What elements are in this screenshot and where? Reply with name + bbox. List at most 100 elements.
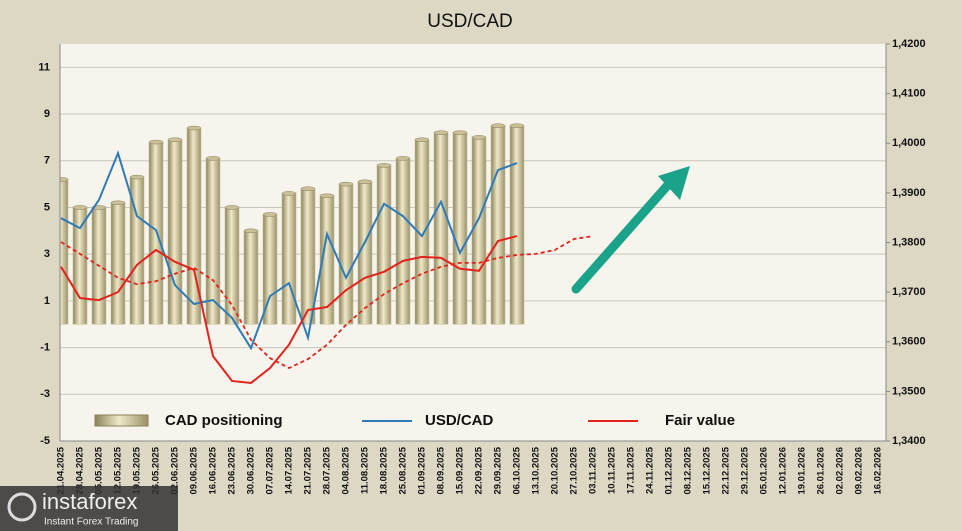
bar-cap: [490, 123, 506, 128]
x-tick-label: 19.05.2025: [132, 446, 143, 494]
bar-cap: [72, 205, 88, 210]
bar-cap: [281, 191, 297, 196]
bar: [300, 188, 316, 325]
x-tick-label: 01.12.2025: [664, 446, 675, 494]
y-tick-label: 1: [44, 295, 50, 307]
bar-cap: [60, 177, 69, 182]
x-tick-label: 26.01.2026: [816, 447, 827, 495]
bar: [376, 165, 392, 325]
x-tick-label: 16.06.2025: [208, 446, 219, 494]
bar-cap: [167, 137, 183, 142]
watermark: instaforex Instant Forex Trading: [0, 486, 178, 531]
line: [60, 150, 518, 351]
watermark-box: [0, 486, 178, 531]
x-tick-label: 09.06.2025: [189, 446, 200, 494]
y2-tick-label: 1,4200: [892, 38, 926, 50]
bar: [433, 132, 449, 325]
watermark-logo: [7, 492, 37, 522]
bar: [110, 202, 126, 325]
x-tick-label: 14.07.2025: [284, 446, 295, 494]
bar: [60, 179, 69, 325]
x-tick-label: 24.11.2025: [645, 446, 656, 494]
x-tick-label: 20.10.2025: [550, 446, 561, 494]
x-tick-label: 13.10.2025: [531, 446, 542, 494]
legend-swatch: [94, 414, 149, 427]
bar-cap: [509, 123, 525, 128]
x-tick-label: 22.12.2025: [721, 446, 732, 494]
bar-cap: [129, 174, 145, 180]
x-tick-label: 12.05.2025: [113, 446, 124, 494]
x-tick-label: 29.12.2025: [740, 446, 751, 494]
x-tick-label: 16.02.2026: [873, 447, 884, 495]
x-tick-label: 06.10.2025: [512, 446, 523, 494]
x-tick-label: 02.02.2026: [835, 447, 846, 495]
x-tick-label: 28.04.2025: [75, 446, 86, 494]
x-tick-label: 15.12.2025: [702, 446, 713, 494]
watermark-brand: instaforex: [42, 489, 137, 514]
chart-title: USD/CAD: [427, 11, 513, 32]
x-tick-label: 12.01.2026: [778, 447, 789, 495]
y2-tick-label: 1,4100: [892, 88, 926, 100]
y2-tick-label: 1,3900: [892, 187, 926, 199]
legend-label: USD/CAD: [425, 412, 494, 429]
bar: [471, 137, 487, 325]
x-tick-label: 26.05.2025: [151, 446, 162, 494]
x-tick-label: 05.05.2025: [94, 446, 105, 494]
bar-cap: [471, 135, 487, 140]
y-tick-label: 11: [38, 61, 50, 73]
bar-cap: [452, 130, 468, 135]
bar-cap: [338, 181, 354, 187]
line: [60, 235, 518, 384]
x-tick-label: 28.07.2025: [322, 446, 333, 494]
x-tick-label: 22.09.2025: [474, 446, 485, 494]
x-tick-label: 19.01.2026: [797, 447, 808, 495]
bar: [243, 230, 259, 325]
x-tick-label: 03.11.2025: [588, 446, 599, 494]
x-tick-label: 21.07.2025: [303, 446, 314, 494]
y-tick-label: 9: [44, 108, 50, 120]
bar: [281, 193, 297, 325]
y-tick-label: 3: [44, 248, 50, 260]
x-tick-label: 10.11.2025: [607, 446, 618, 494]
bar-cap: [433, 130, 449, 135]
trend-arrow-head: [658, 166, 690, 200]
bar: [167, 139, 183, 325]
bar: [338, 183, 354, 325]
x-tick-label: 07.07.2025: [265, 446, 276, 494]
y2-tick-label: 1,3400: [892, 435, 926, 447]
bar-cap: [110, 200, 126, 206]
x-tick-label: 25.08.2025: [398, 446, 409, 494]
y2-tick-label: 1,3500: [892, 385, 926, 397]
y-tick-label: -5: [40, 435, 50, 447]
x-tick-label: 23.06.2025: [227, 446, 238, 494]
x-tick-label: 04.08.2025: [341, 446, 352, 494]
y-tick-label: 7: [44, 155, 50, 167]
bar-cap: [186, 125, 202, 131]
line: [60, 235, 594, 370]
bar-cap: [262, 212, 278, 217]
watermark-tagline: Instant Forex Trading: [44, 517, 139, 528]
bar-cap: [148, 139, 164, 145]
bar-cap: [414, 137, 430, 142]
bar: [224, 207, 240, 325]
legend-label: CAD positioning: [165, 412, 282, 429]
x-tick-label: 09.02.2026: [854, 447, 865, 495]
x-tick-label: 18.08.2025: [379, 446, 390, 494]
bar-cap: [357, 179, 373, 185]
x-tick-label: 17.11.2025: [626, 446, 637, 494]
bar: [490, 125, 506, 325]
bar-cap: [205, 156, 221, 161]
x-tick-label: 08.12.2025: [683, 446, 694, 494]
y-tick-label: -1: [40, 341, 50, 353]
x-tick-label: 05.01.2026: [759, 447, 770, 495]
y2-tick-label: 1,3800: [892, 236, 926, 248]
x-tick-label: 21.04.2025: [56, 446, 67, 494]
x-tick-label: 11.08.2025: [360, 446, 371, 494]
x-tick-label: 29.09.2025: [493, 446, 504, 494]
x-tick-label: 02.06.2025: [170, 446, 181, 494]
bar-cap: [395, 156, 411, 161]
trend-arrow: [571, 181, 672, 294]
bar-cap: [376, 163, 392, 168]
bar: [452, 132, 468, 325]
